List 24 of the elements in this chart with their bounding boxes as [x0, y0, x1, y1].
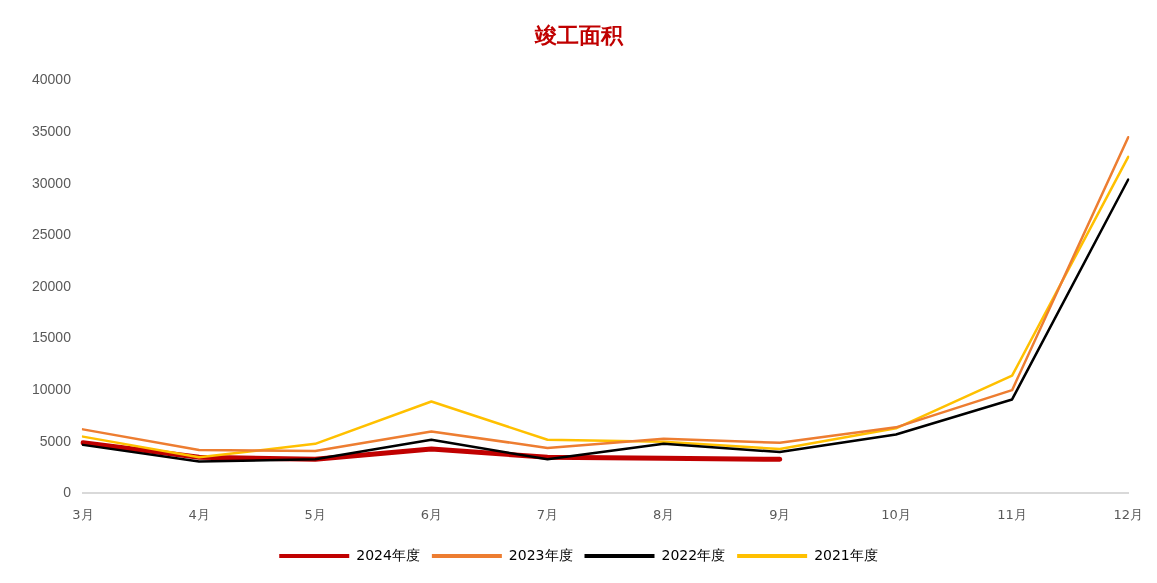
- x-tick-label: 11月: [997, 506, 1027, 522]
- y-tick-label: 20000: [31, 277, 72, 294]
- legend-label: 2021年度: [814, 546, 878, 563]
- x-tick-label: 7月: [536, 506, 559, 522]
- x-tick-label: 8月: [653, 506, 675, 522]
- x-tick-label: 3月: [72, 506, 94, 522]
- y-tick-label: 0: [63, 484, 72, 501]
- x-tick-label: 9月: [769, 506, 791, 522]
- x-tick-label: 5月: [304, 506, 326, 522]
- legend-label: 2024年度: [356, 546, 420, 563]
- x-tick-label: 10月: [881, 506, 911, 522]
- y-tick-label: 35000: [31, 122, 72, 139]
- y-tick-label: 25000: [31, 226, 72, 243]
- y-tick-label: 10000: [31, 381, 72, 398]
- y-tick-label: 30000: [31, 174, 72, 191]
- chart-title: 竣工面积: [533, 22, 624, 48]
- y-tick-label: 15000: [31, 329, 72, 346]
- x-tick-label: 4月: [188, 506, 210, 522]
- legend-label: 2022年度: [661, 546, 726, 563]
- x-tick-label: 12月: [1113, 506, 1143, 522]
- y-tick-label: 5000: [39, 432, 72, 449]
- y-tick-label: 40000: [31, 71, 72, 88]
- x-tick-label: 6月: [420, 506, 442, 522]
- legend-label: 2023年度: [508, 546, 573, 563]
